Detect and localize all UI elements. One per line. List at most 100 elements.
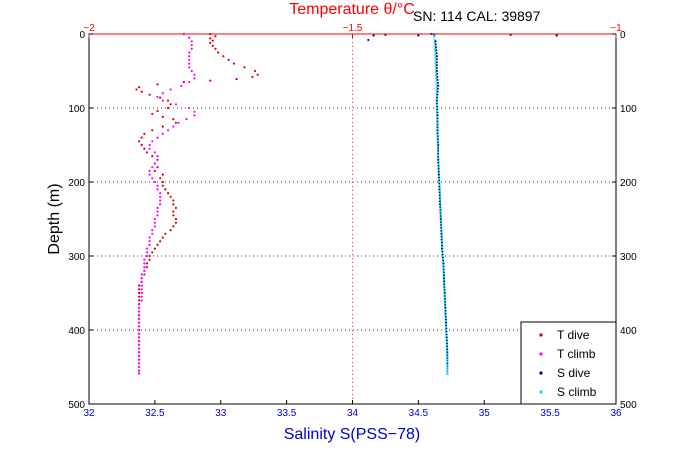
- data-point: [435, 99, 438, 102]
- data-point: [166, 129, 170, 132]
- data-point: [140, 284, 143, 287]
- data-point: [435, 83, 438, 86]
- legend-label: S climb: [557, 385, 597, 399]
- data-point: [151, 155, 154, 158]
- data-point: [148, 236, 151, 239]
- data-point: [140, 288, 143, 291]
- data-point: [156, 243, 159, 246]
- data-point: [153, 162, 156, 165]
- data-point: [145, 262, 149, 265]
- data-point: [151, 251, 154, 254]
- data-point: [190, 69, 193, 73]
- data-point: [436, 118, 439, 121]
- data-point: [443, 293, 446, 296]
- legend: T dive T climb S dive S climb: [520, 321, 617, 405]
- data-point: [437, 169, 440, 172]
- data-point: [172, 125, 175, 128]
- data-point: [435, 61, 438, 64]
- data-point: [445, 349, 448, 352]
- data-point: [442, 281, 445, 284]
- data-point: [156, 155, 159, 158]
- data-point: [159, 195, 162, 198]
- data-point: [140, 143, 143, 147]
- data-point: [137, 372, 141, 375]
- data-point: [446, 352, 449, 355]
- data-point: [444, 311, 447, 314]
- data-point: [137, 303, 141, 306]
- data-point: [166, 99, 170, 102]
- y-tick-label-right: 500: [620, 400, 637, 411]
- data-point: [156, 166, 159, 169]
- data-point: [235, 78, 238, 81]
- data-point: [437, 151, 440, 154]
- data-point: [435, 106, 438, 110]
- data-point: [251, 75, 254, 79]
- data-point: [151, 129, 154, 132]
- data-point: [156, 210, 159, 213]
- data-point: [193, 73, 196, 76]
- data-point: [442, 284, 446, 287]
- data-point: [137, 369, 141, 372]
- y-tick-label-right: 0: [620, 30, 626, 41]
- data-point: [435, 89, 438, 92]
- legend-label: S dive: [557, 366, 591, 380]
- data-point: [438, 192, 441, 195]
- data-point: [436, 132, 439, 135]
- data-point: [442, 272, 445, 275]
- data-point: [441, 243, 444, 246]
- data-point: [137, 325, 141, 328]
- data-point: [211, 39, 214, 42]
- data-point: [137, 314, 141, 317]
- data-point: [151, 177, 154, 180]
- data-point: [440, 222, 443, 225]
- data-point: [137, 310, 141, 313]
- data-point: [446, 358, 449, 361]
- data-point: [367, 38, 370, 42]
- data-point: [164, 188, 167, 191]
- data-point: [441, 246, 444, 249]
- data-point: [137, 362, 141, 365]
- data-point: [444, 308, 447, 311]
- data-point: [436, 136, 439, 139]
- data-point: [153, 169, 156, 172]
- data-point: [140, 280, 143, 283]
- serial-annotation: SN: 114 CAL: 39897: [413, 8, 541, 24]
- temp-tick-label: −1.5: [343, 23, 363, 34]
- data-point: [446, 364, 449, 367]
- data-point: [439, 210, 442, 213]
- data-point: [443, 302, 446, 305]
- data-point: [436, 139, 439, 142]
- data-point: [440, 219, 443, 222]
- y-tick-label-right: 200: [620, 178, 637, 189]
- data-point: [148, 143, 151, 147]
- data-point: [433, 50, 436, 53]
- data-point: [438, 180, 441, 184]
- data-point: [153, 151, 156, 154]
- data-point: [161, 115, 164, 118]
- data-point: [164, 232, 167, 235]
- data-point: [440, 234, 443, 237]
- data-point: [172, 225, 175, 228]
- data-point: [446, 367, 449, 370]
- data-point: [435, 92, 438, 95]
- data-point: [161, 99, 164, 102]
- x-axis-label: Salinity S(PSS−78): [284, 426, 421, 443]
- data-point: [211, 44, 214, 47]
- data-point: [185, 118, 188, 121]
- data-point: [169, 88, 172, 91]
- data-point: [436, 112, 439, 115]
- data-point: [177, 121, 180, 124]
- data-point: [161, 92, 164, 95]
- data-point: [435, 104, 438, 107]
- data-point: [442, 266, 445, 269]
- data-point: [161, 132, 164, 135]
- data-point: [442, 269, 445, 272]
- x-tick-label: 35.5: [540, 408, 560, 419]
- data-point: [438, 178, 441, 181]
- legend-label: T climb: [557, 347, 596, 361]
- data-point: [445, 346, 448, 349]
- data-point: [137, 306, 141, 309]
- data-point: [442, 263, 445, 266]
- data-point: [433, 38, 436, 41]
- data-point: [436, 130, 439, 133]
